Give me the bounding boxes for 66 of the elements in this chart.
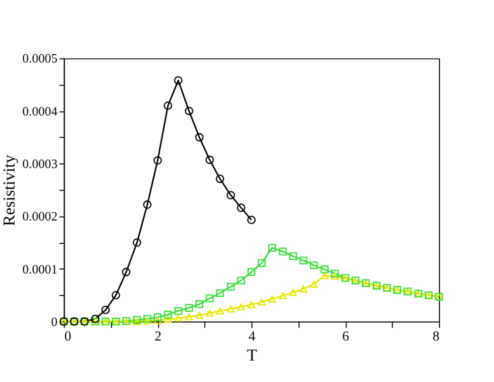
- point: [236, 204, 246, 212]
- point: [247, 216, 256, 224]
- point: [185, 313, 193, 320]
- y-tick-label: 0: [51, 314, 58, 329]
- y-tick-label: 0.0003: [22, 157, 58, 172]
- point: [310, 280, 318, 288]
- point: [154, 313, 162, 322]
- point: [226, 305, 235, 312]
- point: [206, 294, 214, 302]
- point: [91, 314, 100, 324]
- point: [153, 156, 162, 165]
- x-tick-label: 0: [64, 328, 72, 344]
- y-tick-label: 0.0004: [22, 104, 58, 118]
- point: [278, 292, 287, 300]
- y-tick-label: 0.0005: [22, 52, 58, 66]
- point: [174, 76, 182, 85]
- point: [331, 272, 339, 280]
- point: [216, 174, 224, 184]
- point: [258, 298, 266, 306]
- point: [184, 106, 194, 116]
- y-tick-label: 0.0002: [22, 210, 58, 224]
- point: [320, 266, 328, 274]
- point: [164, 316, 172, 323]
- point: [216, 289, 224, 297]
- point: [164, 310, 172, 319]
- point: [226, 282, 235, 291]
- point: [195, 312, 204, 319]
- point: [331, 270, 339, 278]
- point: [310, 261, 318, 270]
- point: [248, 268, 256, 276]
- y-axis-title: Resistivity: [0, 154, 18, 226]
- point: [154, 317, 162, 324]
- point: [289, 252, 298, 260]
- point: [101, 306, 110, 314]
- point: [268, 295, 276, 302]
- point: [174, 307, 182, 315]
- point: [278, 248, 287, 256]
- y-tick-label: 0.0001: [22, 262, 58, 276]
- point: [174, 314, 182, 322]
- x-tick-label: 2: [154, 328, 162, 344]
- point: [268, 244, 276, 252]
- x-tick-label: 6: [342, 328, 350, 344]
- x-axis-title: T: [246, 345, 258, 364]
- point: [258, 259, 266, 267]
- point: [248, 301, 256, 308]
- point: [216, 308, 224, 314]
- x-tick-label: 4: [248, 328, 256, 344]
- point: [205, 156, 214, 164]
- point: [132, 238, 142, 247]
- point: [206, 310, 214, 317]
- point: [122, 268, 130, 276]
- point: [300, 285, 308, 292]
- point: [289, 289, 298, 296]
- point: [185, 304, 193, 312]
- point: [226, 190, 236, 200]
- point: [237, 276, 245, 284]
- point: [164, 101, 172, 110]
- x-tick-label: 8: [432, 328, 440, 344]
- point: [195, 133, 204, 142]
- point: [320, 272, 328, 280]
- point: [143, 318, 152, 324]
- point: [143, 200, 152, 209]
- point: [195, 300, 204, 308]
- point: [300, 256, 308, 264]
- point: [112, 290, 120, 300]
- point: [237, 303, 245, 310]
